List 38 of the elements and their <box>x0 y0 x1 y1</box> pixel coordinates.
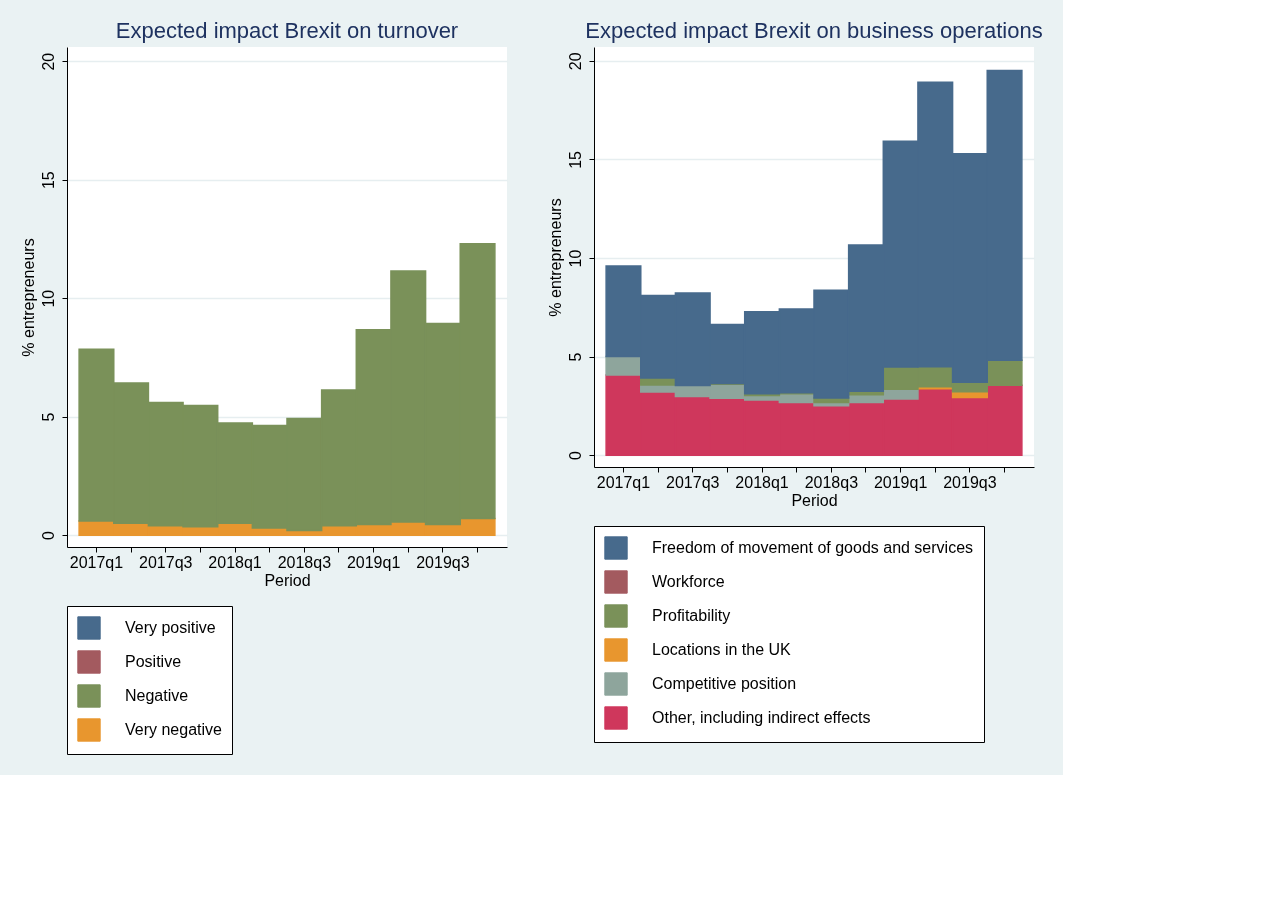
x-axis-title: Period <box>264 571 311 589</box>
legend-label: Negative <box>125 687 189 704</box>
x-tick-label: 2018q1 <box>735 473 789 491</box>
x-tick-label: 2018q3 <box>804 473 859 491</box>
legend-label: Very negative <box>125 721 223 738</box>
x-axis-title: Period <box>791 491 838 509</box>
y-tick-label: 5 <box>39 412 57 422</box>
x-tick-label: 2018q3 <box>277 553 332 571</box>
legend-label: Very positive <box>125 619 216 636</box>
y-axis-title: % entrepreneurs <box>19 238 37 357</box>
y-tick-label: 10 <box>39 289 57 308</box>
x-tick-label: 2017q1 <box>69 553 124 571</box>
y-tick-label: 5 <box>566 352 584 362</box>
x-tick-label: 2017q1 <box>596 473 651 491</box>
legend-label: Competitive position <box>652 675 797 692</box>
legend-label: Profitability <box>652 607 731 624</box>
x-tick-label: 2017q3 <box>666 473 720 491</box>
y-tick-label: 20 <box>39 52 57 71</box>
y-tick-label: 10 <box>566 249 584 268</box>
y-tick-label: 0 <box>39 531 57 541</box>
x-tick-label: 2019q1 <box>346 553 401 571</box>
x-tick-label: 2018q1 <box>208 553 262 571</box>
legend-label: Locations in the UK <box>652 641 792 658</box>
x-tick-label: 2019q3 <box>943 473 997 491</box>
legend-label: Freedom of movement of goods and services <box>652 539 974 556</box>
y-tick-label: 0 <box>566 451 584 461</box>
legend-label: Workforce <box>652 573 725 590</box>
y-axis-title: % entrepreneurs <box>546 198 564 317</box>
legend-label: Other, including indirect effects <box>652 709 871 726</box>
y-tick-label: 15 <box>566 150 584 169</box>
x-tick-label: 2019q3 <box>416 553 470 571</box>
x-tick-label: 2017q3 <box>139 553 193 571</box>
y-tick-label: 20 <box>566 52 584 71</box>
x-tick-label: 2019q1 <box>873 473 928 491</box>
legend-label: Positive <box>125 653 182 670</box>
chart-title: Expected impact Brexit on business operations <box>585 18 1043 43</box>
y-tick-label: 15 <box>39 171 57 190</box>
chart-title: Expected impact Brexit on turnover <box>115 18 459 43</box>
